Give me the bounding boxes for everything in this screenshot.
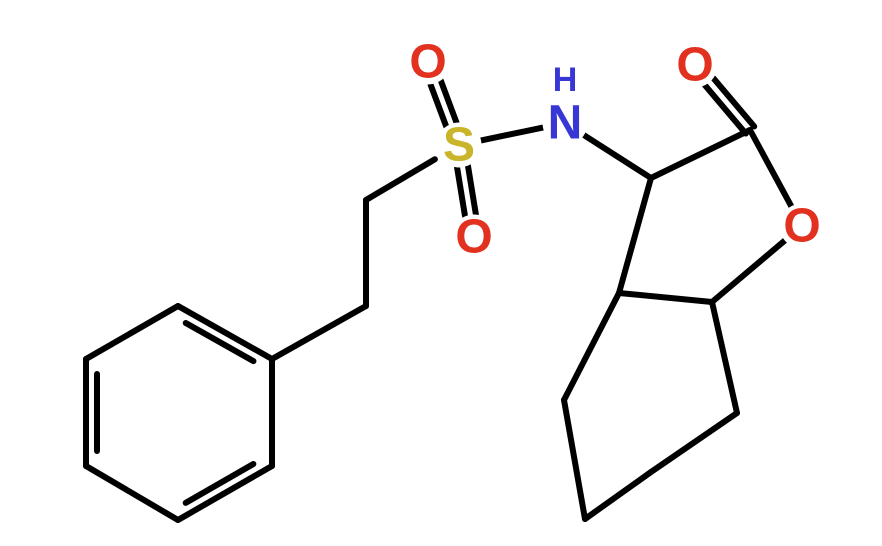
atom-O4: O [783,200,820,253]
atom-N: N [548,97,583,150]
atom-O1: O [409,36,446,89]
atom-H: H [553,61,578,99]
atom-O2: O [455,211,492,264]
atom-O3: O [676,39,713,92]
molecule-diagram: SOONHOO [0,0,882,546]
atom-S: S [443,119,475,172]
